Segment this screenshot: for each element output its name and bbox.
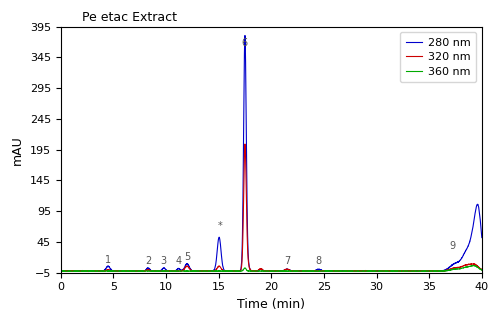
Text: 9: 9	[450, 241, 456, 251]
320 nm	[258, 267, 264, 271]
Text: 1: 1	[105, 255, 111, 265]
360 nm	[445, 269, 451, 272]
280 nm	[466, 242, 472, 246]
Text: 5: 5	[184, 252, 190, 262]
320 nm	[364, 269, 370, 273]
Line: 360 nm: 360 nm	[60, 265, 482, 271]
Text: *: *	[218, 222, 222, 232]
X-axis label: Time (min): Time (min)	[237, 298, 305, 311]
Y-axis label: mAU: mAU	[11, 135, 24, 165]
320 nm	[238, 268, 244, 271]
320 nm	[445, 268, 451, 272]
320 nm	[234, 269, 240, 273]
360 nm	[58, 269, 64, 273]
320 nm	[242, 142, 248, 146]
320 nm	[58, 269, 64, 273]
Line: 320 nm: 320 nm	[60, 144, 482, 271]
Text: 8: 8	[316, 256, 322, 266]
280 nm	[234, 269, 240, 273]
280 nm	[242, 33, 248, 37]
320 nm	[388, 270, 394, 273]
360 nm	[466, 265, 472, 269]
360 nm	[238, 269, 244, 273]
Legend: 280 nm, 320 nm, 360 nm: 280 nm, 320 nm, 360 nm	[400, 32, 476, 82]
280 nm	[258, 267, 264, 271]
Text: 2: 2	[145, 256, 151, 266]
Text: Pe etac Extract: Pe etac Extract	[82, 11, 176, 24]
360 nm	[479, 268, 485, 272]
360 nm	[78, 270, 84, 273]
360 nm	[471, 263, 477, 267]
320 nm	[466, 263, 472, 267]
280 nm	[58, 269, 64, 273]
360 nm	[364, 269, 370, 273]
280 nm	[364, 269, 370, 273]
360 nm	[258, 269, 264, 273]
Text: 4: 4	[176, 256, 182, 266]
280 nm	[238, 266, 244, 270]
320 nm	[479, 268, 485, 271]
280 nm	[85, 270, 91, 273]
Text: 3: 3	[161, 256, 167, 266]
280 nm	[479, 236, 485, 240]
Text: 6: 6	[242, 38, 248, 48]
Line: 280 nm: 280 nm	[60, 35, 482, 271]
360 nm	[234, 269, 240, 273]
Text: 7: 7	[284, 256, 290, 266]
280 nm	[445, 266, 451, 270]
